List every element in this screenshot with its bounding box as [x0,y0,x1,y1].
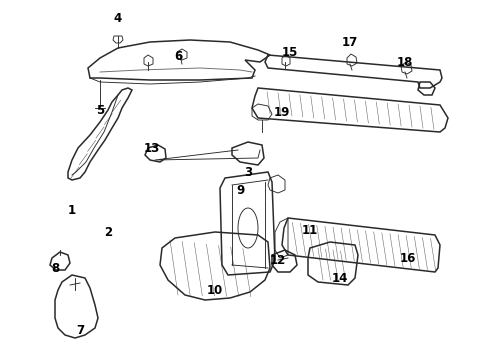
Text: 13: 13 [144,141,160,154]
Text: 10: 10 [207,284,223,297]
Text: 11: 11 [302,224,318,237]
Text: 1: 1 [68,203,76,216]
Text: 8: 8 [51,261,59,274]
Text: 5: 5 [96,104,104,117]
Text: 17: 17 [342,36,358,49]
Text: 3: 3 [244,166,252,179]
Text: 9: 9 [236,184,244,197]
Text: 7: 7 [76,324,84,337]
Text: 18: 18 [397,55,413,68]
Text: 15: 15 [282,45,298,59]
Text: 4: 4 [114,12,122,24]
Text: 16: 16 [400,252,416,265]
Text: 12: 12 [270,253,286,266]
Text: 6: 6 [174,50,182,63]
Text: 19: 19 [274,105,290,118]
Text: 14: 14 [332,271,348,284]
Text: 2: 2 [104,225,112,239]
